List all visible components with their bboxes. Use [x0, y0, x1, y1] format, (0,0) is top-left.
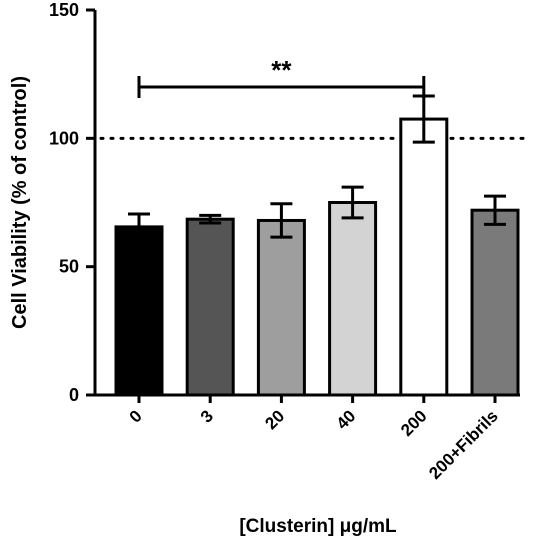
- y-tick-label: 150: [49, 0, 79, 20]
- y-tick-label: 50: [59, 257, 79, 277]
- significance-label: **: [271, 55, 292, 85]
- bar-200-fibrils: [470, 208, 520, 397]
- bar-40: [328, 201, 378, 397]
- x-tick-label: 40: [333, 406, 360, 433]
- bars: [114, 117, 520, 397]
- x-tick-label: 3: [197, 406, 217, 426]
- y-axis-label: Cell Viability (% of control): [9, 76, 31, 329]
- bar-3: [185, 217, 235, 397]
- x-tick-label: 200: [397, 406, 430, 439]
- y-ticks: 0 50 100 150: [49, 0, 95, 405]
- x-tick-label: 200+Fibrils: [425, 406, 502, 483]
- x-tick-label: 0: [126, 406, 146, 426]
- bar-0: [114, 225, 164, 397]
- x-tick-label: 20: [261, 406, 288, 433]
- significance-bracket: **: [137, 55, 426, 98]
- bar-20: [256, 218, 306, 397]
- axes: [93, 10, 520, 397]
- error-bars: [128, 94, 506, 242]
- x-axis-label: [Clusterin] μg/mL: [239, 516, 397, 537]
- bar-200: [399, 117, 449, 397]
- y-tick-label: 100: [49, 128, 79, 148]
- y-tick-label: 0: [69, 385, 79, 405]
